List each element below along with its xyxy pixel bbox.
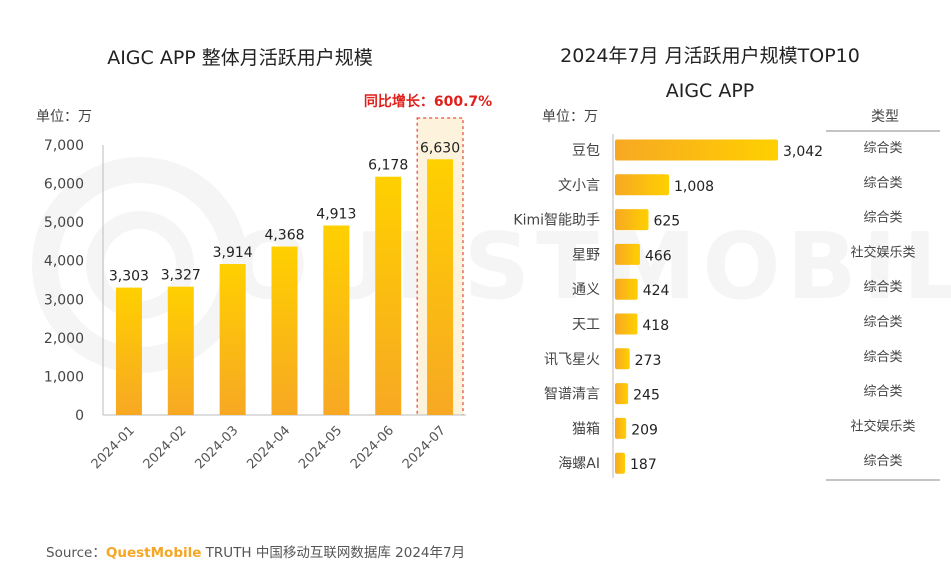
right-value-label: 1,008 bbox=[674, 179, 714, 195]
left-x-tick-label: 2024-02 bbox=[141, 423, 190, 472]
right-type-label: 综合类 bbox=[863, 315, 902, 330]
left-y-tick-label: 3,000 bbox=[44, 292, 84, 308]
right-value-label: 209 bbox=[631, 422, 658, 438]
left-bar bbox=[271, 246, 298, 415]
left-y-tick-label: 6,000 bbox=[44, 177, 84, 193]
right-category-label: 文小言 bbox=[558, 178, 600, 194]
right-type-label: 综合类 bbox=[863, 280, 902, 295]
right-bars bbox=[615, 139, 778, 474]
right-bar bbox=[615, 209, 649, 231]
right-type-label: 社交娱乐类 bbox=[850, 418, 915, 434]
right-bar bbox=[615, 383, 629, 405]
right-type-label: 社交娱乐类 bbox=[850, 244, 915, 260]
right-chart-subtitle: AIGC APP bbox=[666, 80, 755, 102]
right-category-label: Kimi智能助手 bbox=[513, 213, 600, 229]
left-bar bbox=[167, 286, 194, 415]
right-bar bbox=[615, 348, 630, 370]
right-category-label: 天工 bbox=[572, 317, 600, 333]
left-y-tick-label: 7,000 bbox=[44, 138, 84, 154]
left-bar bbox=[219, 264, 246, 415]
right-type-label: 综合类 bbox=[863, 211, 902, 226]
right-type-label: 综合类 bbox=[863, 141, 902, 156]
right-type-label: 综合类 bbox=[863, 454, 902, 469]
source-footer: Source：QuestMobile TRUTH 中国移动互联网数据库 2024… bbox=[46, 541, 465, 561]
left-y-ticks: 0 1,000 2,000 3,000 4,000 5,000 6,000 7,000 bbox=[44, 138, 84, 424]
left-x-tick-label: 2024-03 bbox=[192, 423, 241, 472]
left-chart-title: AIGC APP 整体月活跃用户规模 bbox=[107, 47, 373, 69]
right-type-label: 综合类 bbox=[863, 350, 902, 365]
right-value-label: 187 bbox=[630, 457, 657, 473]
left-bar bbox=[375, 176, 402, 415]
right-value-label: 3,042 bbox=[783, 144, 823, 160]
right-value-label: 625 bbox=[653, 214, 680, 230]
left-y-tick-label: 2,000 bbox=[44, 331, 84, 347]
left-bar bbox=[427, 159, 454, 415]
right-category-label: 讯飞星火 bbox=[544, 352, 600, 368]
left-value-label: 6,630 bbox=[420, 140, 460, 156]
svg-text:QUESTMOBILE: QUESTMOBILE bbox=[230, 213, 951, 320]
right-value-label: 418 bbox=[642, 318, 669, 334]
right-bar bbox=[615, 139, 778, 161]
left-chart-unit: 单位：万 bbox=[36, 109, 92, 125]
left-y-tick-label: 5,000 bbox=[44, 215, 84, 231]
growth-annotation: 同比增长：600.7% bbox=[364, 93, 492, 110]
right-bar bbox=[615, 417, 627, 439]
right-value-label: 245 bbox=[633, 388, 660, 404]
left-bar bbox=[115, 287, 142, 415]
left-y-tick-label: 4,000 bbox=[44, 254, 84, 270]
left-x-tick-label: 2024-05 bbox=[296, 423, 345, 472]
right-category-label: 智谱清言 bbox=[544, 387, 600, 403]
right-chart-unit: 单位：万 bbox=[542, 109, 598, 125]
right-type-label: 综合类 bbox=[863, 176, 902, 191]
source-brand: QuestMobile bbox=[105, 545, 202, 561]
right-bar bbox=[615, 278, 638, 300]
right-bar bbox=[615, 174, 670, 196]
left-x-tick-label: 2024-04 bbox=[244, 423, 293, 472]
left-value-label: 4,913 bbox=[316, 206, 356, 222]
left-x-tick-label: 2024-06 bbox=[348, 423, 397, 472]
left-y-tick-label: 1,000 bbox=[44, 369, 84, 385]
type-column-header: 类型 bbox=[871, 109, 899, 125]
right-bar bbox=[615, 243, 640, 265]
left-value-label: 3,327 bbox=[161, 268, 201, 284]
left-x-tick-label: 2024-01 bbox=[89, 423, 138, 472]
right-type-label: 综合类 bbox=[863, 385, 902, 400]
right-category-label: 猫箱 bbox=[572, 421, 600, 437]
right-category-label: 星野 bbox=[572, 247, 600, 263]
source-prefix: Source： bbox=[46, 545, 106, 561]
right-category-label: 海螺AI bbox=[558, 456, 600, 472]
left-value-labels: 3,303 3,327 3,914 4,368 4,913 6,178 6,630 bbox=[109, 140, 460, 284]
right-category-label: 通义 bbox=[572, 282, 600, 298]
right-category-label: 豆包 bbox=[572, 143, 600, 159]
right-value-label: 466 bbox=[645, 248, 672, 264]
left-value-label: 3,303 bbox=[109, 269, 149, 285]
left-value-label: 4,368 bbox=[264, 228, 304, 244]
right-bar bbox=[615, 452, 626, 474]
source-description: TRUTH 中国移动互联网数据库 2024年7月 bbox=[201, 545, 466, 561]
right-bar bbox=[615, 313, 638, 335]
right-chart-title: 2024年7月 月活跃用户规模TOP10 bbox=[560, 45, 860, 67]
left-y-tick-label: 0 bbox=[75, 408, 84, 424]
right-value-label: 273 bbox=[635, 353, 662, 369]
left-value-label: 3,914 bbox=[213, 245, 253, 261]
left-bar bbox=[323, 225, 350, 415]
right-value-labels: 3,042 1,008 625 466 424 418 273 245 209 187 bbox=[630, 144, 823, 473]
left-value-label: 6,178 bbox=[368, 158, 408, 174]
left-bars bbox=[115, 159, 454, 415]
left-x-ticks: 2024-01 2024-02 2024-03 2024-04 2024-05 2024-… bbox=[89, 423, 449, 472]
right-value-label: 424 bbox=[643, 283, 670, 299]
left-x-tick-label: 2024-07 bbox=[400, 423, 449, 472]
